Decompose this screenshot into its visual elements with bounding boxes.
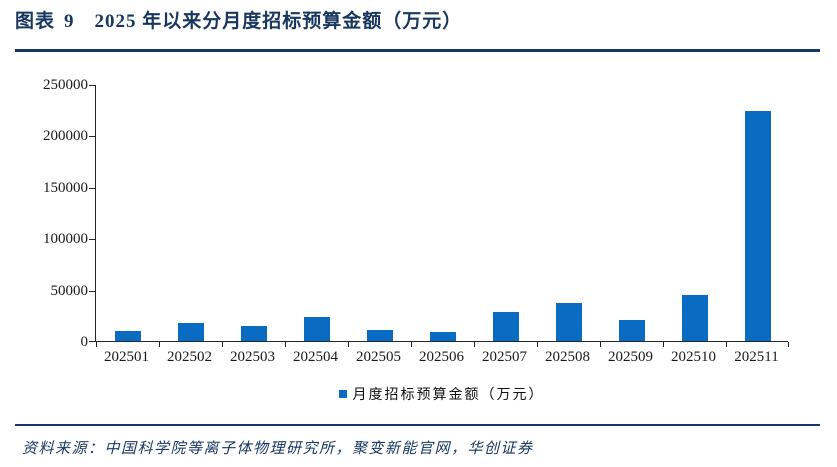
y-axis-tick	[89, 136, 96, 138]
bar	[492, 312, 519, 341]
y-axis-tick	[89, 85, 96, 86]
y-tick-label: 150000	[43, 179, 88, 196]
y-tick-label: 250000	[43, 77, 88, 93]
x-axis-tick	[411, 342, 412, 347]
figure-title: 图表 9 2025 年以来分月度招标预算金额（万元）	[15, 9, 462, 35]
bar	[177, 322, 204, 341]
bar	[429, 332, 456, 341]
footer-divider	[15, 424, 820, 426]
y-tick-label: 50000	[50, 282, 89, 299]
bar	[240, 325, 267, 341]
y-tick-label: 100000	[43, 231, 88, 248]
x-axis-tick	[96, 342, 97, 347]
figure-label: 图表	[15, 11, 56, 32]
x-axis-tick	[600, 342, 601, 347]
bar	[618, 320, 645, 341]
bar	[555, 302, 582, 341]
y-axis-tick	[89, 290, 96, 292]
x-axis-tick	[285, 342, 286, 347]
legend: 月度招标预算金额（万元）	[95, 384, 788, 404]
x-axis-tick	[348, 342, 349, 347]
x-axis-tick	[537, 342, 538, 347]
y-axis-tick	[89, 239, 96, 241]
bar	[744, 110, 771, 341]
bar	[366, 329, 393, 341]
x-tick-label: 202501	[104, 349, 149, 365]
x-tick-label: 202506	[419, 349, 464, 365]
bar	[303, 317, 330, 341]
y-tick-label: 200000	[43, 128, 88, 145]
source-note-text: 中国科学院等离子体物理研究所，聚变新能官网，华创证券	[104, 441, 534, 457]
figure-title-text: 2025 年以来分月度招标预算金额（万元）	[94, 11, 463, 32]
y-tick-label: 0	[80, 334, 89, 350]
x-axis-tick	[788, 342, 789, 347]
x-tick-label: 202507	[482, 349, 527, 365]
bar	[114, 331, 141, 341]
source-note: 资料来源：中国科学院等离子体物理研究所，聚变新能官网，华创证券	[22, 437, 534, 458]
source-note-label: 资料来源：	[22, 441, 105, 457]
y-axis-tick	[89, 341, 96, 342]
x-axis-tick	[222, 342, 223, 347]
figure-number: 9	[64, 11, 75, 32]
x-tick-label: 202508	[545, 349, 590, 365]
plot-area	[89, 85, 789, 347]
legend-label: 月度招标预算金额（万元）	[352, 388, 545, 403]
x-tick-label: 202511	[734, 349, 779, 365]
x-tick-label: 202505	[356, 349, 401, 365]
x-axis-tick	[663, 342, 664, 347]
x-tick-label: 202509	[608, 349, 653, 365]
x-tick-label: 202502	[167, 349, 212, 365]
x-axis-tick	[474, 342, 475, 347]
legend-marker	[338, 390, 347, 398]
title-divider	[15, 49, 820, 52]
x-tick-label: 202504	[293, 349, 338, 365]
x-tick-label: 202510	[671, 349, 716, 365]
x-tick-label: 202503	[230, 349, 275, 365]
bar	[681, 295, 708, 341]
y-axis-tick	[89, 187, 96, 189]
x-axis-tick	[159, 342, 160, 347]
x-axis-tick	[726, 342, 727, 347]
